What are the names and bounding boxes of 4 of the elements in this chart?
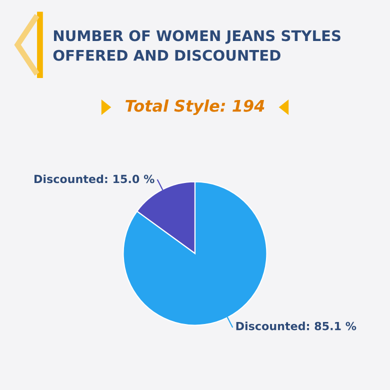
chart-title: NUMBER OF WOMEN JEANS STYLES OFFERED AND DISCOUNTED bbox=[53, 30, 340, 61]
slice-label: Discounted: 15.0 % bbox=[34, 174, 154, 184]
slice-label: Discounted: 85.1 % bbox=[236, 322, 356, 330]
chart-subtitle: Total Style: 194 bbox=[126, 99, 264, 116]
